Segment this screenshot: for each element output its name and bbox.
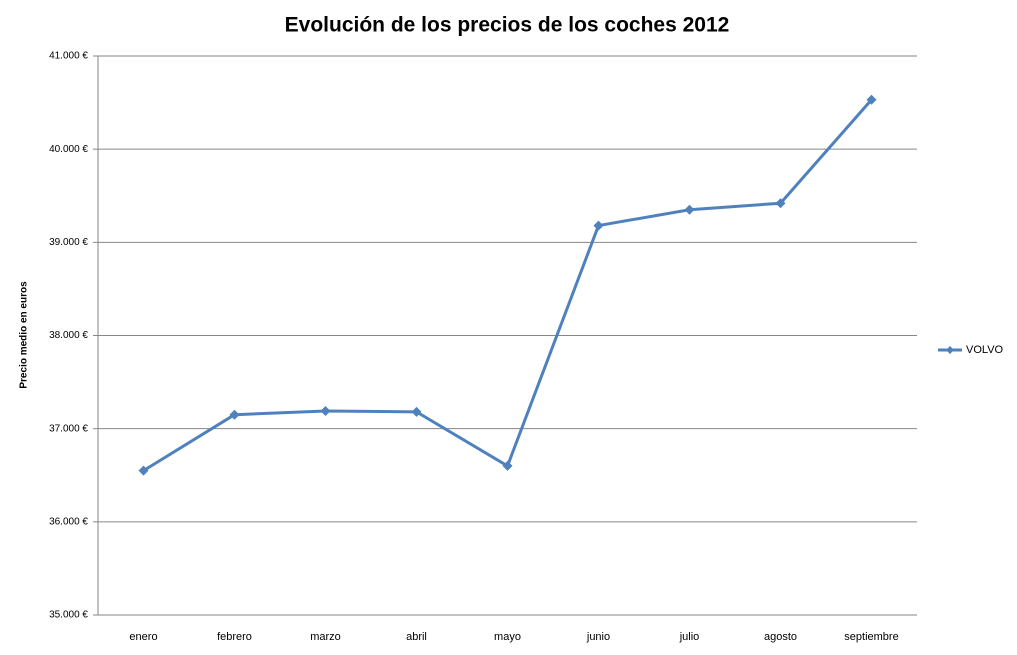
- point-marker: [411, 406, 422, 417]
- legend-label: VOLVO: [966, 344, 1004, 356]
- chart-title: Evolución de los precios de los coches 2…: [285, 14, 730, 37]
- y-tick-label: 39.000 €: [49, 237, 88, 248]
- y-tick-label: 38.000 €: [49, 330, 88, 341]
- point-marker: [229, 409, 240, 420]
- x-tick-label: marzo: [310, 631, 341, 643]
- y-tick-label: 40.000 €: [49, 144, 88, 155]
- point-marker: [684, 204, 695, 215]
- x-tick-label: junio: [586, 631, 610, 643]
- y-axis-label: Precio medio en euros: [19, 281, 30, 389]
- y-tick-label: 41.000 €: [49, 51, 88, 62]
- x-tick-label: mayo: [494, 631, 521, 643]
- x-tick-label: abril: [406, 631, 427, 643]
- point-marker: [502, 460, 513, 471]
- y-tick-label: 37.000 €: [49, 423, 88, 434]
- x-tick-label: julio: [679, 631, 700, 643]
- point-marker: [320, 405, 331, 416]
- point-marker: [866, 94, 877, 105]
- point-marker: [775, 198, 786, 209]
- x-tick-label: enero: [129, 631, 157, 643]
- legend-marker: [946, 346, 954, 354]
- point-marker: [138, 465, 149, 476]
- y-tick-label: 35.000 €: [49, 610, 88, 621]
- point-marker: [593, 220, 604, 231]
- x-tick-label: febrero: [217, 631, 252, 643]
- y-tick-label: 36.000 €: [49, 516, 88, 527]
- x-tick-label: septiembre: [844, 631, 898, 643]
- x-tick-label: agosto: [764, 631, 797, 643]
